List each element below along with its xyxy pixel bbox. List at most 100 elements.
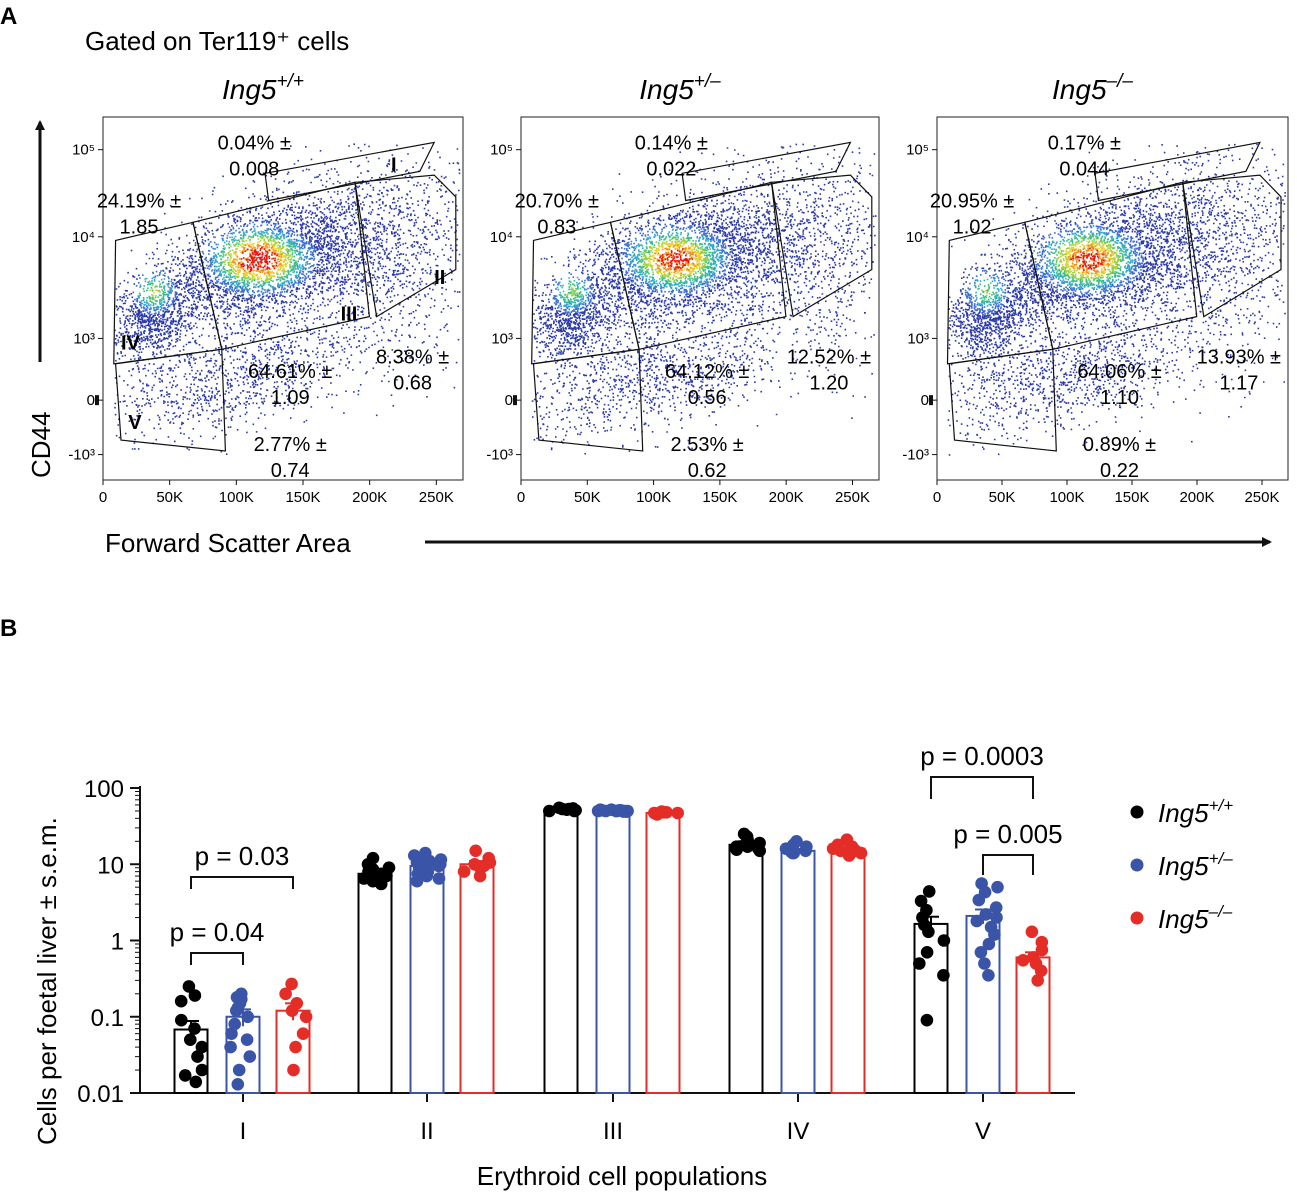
gate-II (354, 174, 457, 318)
gates (113, 141, 457, 452)
gate-V (114, 348, 227, 452)
panel-a-x-title: Forward Scatter Area (105, 528, 351, 558)
zero-marker (929, 395, 933, 406)
data-point (610, 804, 624, 818)
density-dots (149, 236, 294, 301)
density-dots (238, 247, 278, 273)
y-tick-label: 0.1 (91, 1005, 124, 1032)
data-point (914, 894, 928, 908)
data-point (434, 853, 448, 866)
data-point (231, 1078, 245, 1091)
category-label-V: V (975, 1118, 991, 1145)
bar (543, 808, 579, 1094)
data-point (287, 1063, 300, 1077)
y-tick-label: -10³ (486, 447, 513, 464)
gates (946, 141, 1282, 452)
gate-V-percent: 0.89% ±0.22 (1083, 434, 1156, 482)
bar (459, 863, 495, 1094)
x-tick-label: 200K (769, 489, 804, 506)
data-point (410, 856, 424, 869)
data-point (982, 969, 995, 982)
data-point (279, 987, 292, 1001)
data-point (378, 868, 392, 882)
data-point (184, 1033, 197, 1046)
y-tick-label: 10⁴ (490, 229, 513, 246)
data-point (191, 1050, 204, 1063)
y-tick-label: 10⁵ (906, 142, 929, 159)
series-0 (173, 801, 951, 1095)
p-value-label: p = 0.0003 (920, 741, 1044, 771)
x-ticks: 0 50K 100K 150K 200K 250K (933, 480, 1280, 506)
density-dots (550, 222, 733, 314)
data-point (1031, 974, 1044, 987)
y-tick-label: -10³ (902, 447, 929, 464)
y-ticks: 10⁵ 10⁴ 10³ 0 -10³ (486, 142, 521, 464)
density-dots (1070, 247, 1105, 272)
x-tick-label: 50K (989, 489, 1016, 506)
data-point (241, 1010, 254, 1024)
x-tick-label: 150K (1114, 489, 1149, 506)
data-point (174, 994, 188, 1008)
data-point (652, 807, 665, 820)
data-point (937, 969, 950, 982)
data-point (432, 872, 446, 885)
gate-I-percent: 0.17% ±0.044 (1048, 133, 1121, 181)
data-point (1016, 954, 1030, 967)
data-point (799, 844, 812, 858)
y-tick-label: 10⁴ (906, 229, 929, 246)
flow-plot-2: Ing5+/– 0.14% ±0.022 20.70% ±0.83 64.12% ±0… (486, 71, 880, 506)
data-point (188, 1022, 201, 1035)
panel-b-y-title: Cells per foetal liver ± s.e.m. (32, 817, 62, 1145)
data-point (922, 885, 936, 898)
legend: Ing5+/+ Ing5+/– Ing5–/– (1130, 796, 1233, 934)
data-point (970, 914, 984, 928)
gate-II-percent: 8.38% ±0.68 (376, 347, 449, 395)
data-point (991, 880, 1004, 894)
gate-III (1024, 181, 1198, 351)
gate-I (1094, 141, 1261, 202)
data-point (989, 901, 1003, 914)
y-ticks: 10⁵ 10⁴ 10³ 0 -10³ (68, 142, 103, 464)
gate-roman-II: II (434, 267, 445, 289)
data-point (974, 946, 988, 959)
gate-IV-percent: 24.19% ±1.85 (97, 191, 181, 239)
gate-V (532, 348, 644, 452)
y-tick-label: 10⁵ (490, 142, 513, 159)
data-point (753, 844, 766, 858)
gate-II (770, 174, 873, 318)
data-point (230, 1004, 243, 1017)
data-point (225, 1027, 238, 1040)
data-point (285, 1004, 299, 1017)
x-tick-label: 150K (285, 489, 320, 506)
genotype-title: Ing5+/+ (222, 71, 304, 105)
density-dots (657, 248, 694, 271)
density-dots (1066, 243, 1112, 275)
density-dots (137, 228, 308, 309)
bar (645, 812, 681, 1095)
significance-bracket: p = 0.005 (953, 819, 1063, 875)
panel-a-letter: A (0, 3, 17, 30)
p-value-label: p = 0.005 (953, 819, 1062, 849)
gate-V-percent: 2.53% ±0.62 (671, 434, 744, 482)
y-tick-label: 10⁵ (72, 142, 95, 159)
data-point (483, 856, 497, 869)
y-ticks: 10⁵ 10⁴ 10³ 0 -10³ (902, 142, 937, 464)
bar (357, 872, 393, 1094)
x-tick-label: 50K (574, 489, 601, 506)
x-tick-label: 200K (352, 489, 387, 506)
data-point (979, 908, 993, 921)
x-tick-label: 250K (1244, 489, 1279, 506)
data-point (849, 844, 862, 858)
data-point (178, 1069, 192, 1082)
data-point (243, 1050, 257, 1063)
data-point (224, 1040, 237, 1054)
data-point (784, 842, 797, 855)
panel-a-subtitle: Gated on Ter119⁺ cells (85, 26, 349, 56)
gate-IV-percent: 20.95% ±1.02 (930, 191, 1014, 239)
panel-a-y-title: CD44 (26, 412, 56, 478)
x-ticks: 0 50K 100K 150K 200K 250K (99, 480, 454, 506)
data-point (920, 1013, 934, 1027)
data-point (671, 806, 684, 820)
